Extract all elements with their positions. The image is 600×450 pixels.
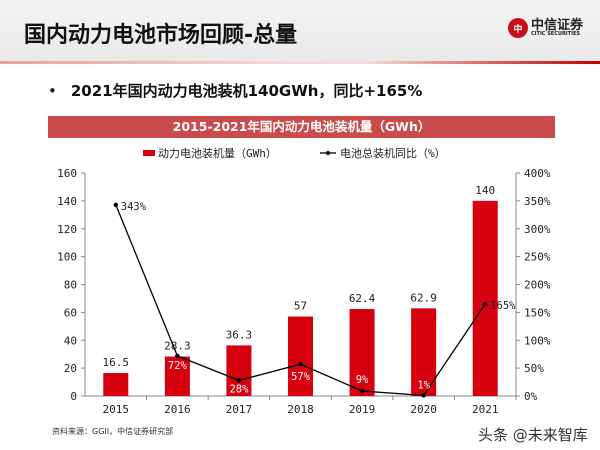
y-right-tick-label: 250% — [524, 251, 551, 264]
bar-data-label: 16.5 — [103, 356, 130, 369]
yoy-point — [113, 202, 118, 207]
yoy-point — [359, 388, 365, 394]
y-left-tick-label: 120 — [57, 223, 77, 236]
x-tick-label: 2021 — [472, 403, 499, 416]
bar-data-label: 36.3 — [226, 328, 253, 341]
yoy-point — [236, 378, 242, 383]
citic-logo-icon: 中 — [508, 18, 528, 38]
y-left-tick-label: 60 — [64, 306, 77, 319]
y-left-tick-label: 0 — [70, 390, 77, 403]
y-left-tick-label: 40 — [64, 334, 77, 347]
x-tick-label: 2018 — [287, 403, 314, 416]
bullet-text: 2021年国内动力电池装机140GWh，同比+165% — [70, 82, 423, 100]
yoy-data-label: 28% — [229, 383, 249, 395]
y-right-tick-label: 200% — [524, 279, 551, 292]
bar — [226, 345, 252, 396]
yoy-data-label: 72% — [168, 360, 188, 372]
legend-line-label: 电池总装机同比（%） — [340, 146, 446, 160]
x-tick-label: 2016 — [164, 403, 191, 416]
bar — [288, 316, 313, 396]
y-left-tick-label: 100 — [57, 251, 77, 264]
bar-data-label: 140 — [475, 184, 495, 197]
x-tick-label: 2019 — [349, 403, 376, 416]
watermark: 头条 @未来智库 — [478, 426, 588, 444]
bar — [472, 200, 498, 396]
bar — [349, 309, 375, 396]
page-title: 国内动力电池市场回顾-总量 — [24, 23, 298, 48]
bar-data-label: 62.9 — [410, 291, 437, 304]
bar — [164, 356, 190, 396]
bullet-point: • 2021年国内动力电池装机140GWh，同比+165% — [48, 82, 423, 100]
legend-bar-label: 动力电池装机量（GWh） — [158, 146, 277, 160]
yoy-point — [298, 362, 303, 367]
y-left-tick-label: 20 — [64, 362, 77, 375]
logo-cn: 中信证券 — [531, 18, 584, 33]
y-left-tick-label: 160 — [57, 167, 77, 180]
logo-en: CITIC SECURITIES — [531, 31, 580, 37]
chart-title: 2015-2021年国内动力电池装机量（GWh） — [48, 116, 555, 138]
y-right-tick-label: 350% — [524, 195, 551, 208]
y-left-tick-label: 140 — [57, 195, 77, 208]
y-right-tick-label: 100% — [524, 334, 551, 347]
y-right-tick-label: 400% — [524, 167, 551, 180]
header — [0, 0, 600, 62]
x-tick-label: 2015 — [103, 403, 130, 416]
x-tick-label: 2017 — [226, 403, 253, 416]
yoy-data-label: 57% — [291, 371, 311, 383]
bar-data-label: 57 — [294, 300, 307, 313]
bar-data-label: 62.4 — [349, 292, 376, 305]
y-right-tick-label: 300% — [524, 223, 551, 236]
y-right-tick-label: 50% — [524, 362, 544, 375]
yoy-point — [175, 353, 180, 359]
yoy-point — [483, 301, 488, 307]
bar — [411, 308, 437, 396]
bar-data-label: 28.3 — [164, 340, 191, 353]
yoy-point — [421, 393, 426, 398]
header-divider — [0, 61, 600, 64]
x-tick-label: 2020 — [410, 403, 437, 416]
citic-logo: 中 中信证券 CITIC SECURITIES — [508, 18, 583, 38]
bar — [103, 373, 129, 396]
yoy-data-label: 165% — [490, 300, 516, 312]
y-right-tick-label: 0% — [524, 390, 538, 403]
source-note: 资料来源：GGII，中信证券研究部 — [52, 427, 174, 436]
y-left-tick-label: 80 — [64, 279, 77, 292]
yoy-data-label: 1% — [417, 379, 430, 391]
legend-bar-swatch — [143, 150, 155, 156]
yoy-data-label: 9% — [356, 374, 369, 386]
y-right-tick-label: 150% — [524, 306, 551, 319]
yoy-data-label: 343% — [121, 201, 147, 213]
legend-line-marker — [326, 151, 330, 155]
